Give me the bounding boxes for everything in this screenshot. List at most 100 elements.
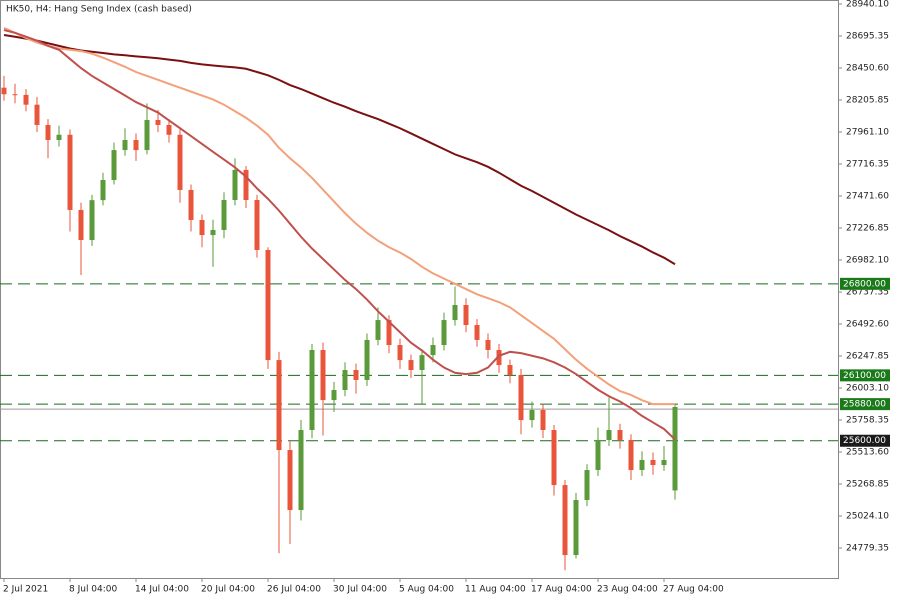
x-tick-label: 14 Jul 04:00 [135,585,189,595]
level-label: 25600.00 [843,436,886,446]
x-tick-label: 8 Jul 04:00 [69,585,118,595]
y-tick-label: 26982.10 [846,256,889,266]
candle-body [166,124,172,135]
candle-body [573,499,579,556]
candle-body [210,229,216,236]
y-tick-label: 27961.10 [846,128,889,138]
candle-body [507,365,513,375]
candle-body [496,349,502,366]
candle-body [364,339,370,380]
candle-body [584,470,590,500]
candle-body [133,140,139,151]
candle-body [1,87,7,95]
candle-body [672,407,678,491]
y-tick-label: 28695.35 [846,32,889,42]
candle-body [320,349,326,401]
moving-average [3,27,675,406]
level-label: 25880.00 [843,400,886,410]
candle-body [474,325,480,340]
candle-body [342,370,348,391]
y-tick-label: 27716.35 [846,160,889,170]
candle-body [386,320,392,346]
candle-body [628,439,634,471]
x-tick-label: 5 Aug 04:00 [399,585,454,595]
candle-body [155,119,161,125]
plot-frame [0,0,839,579]
x-tick-label: 30 Jul 04:00 [333,585,387,595]
candle-body [397,345,403,361]
candle-body [56,134,62,141]
candle-body [661,459,667,466]
y-tick-label: 26003.10 [846,384,889,394]
x-tick-label: 26 Jul 04:00 [267,585,321,595]
chart-title: HK50, H4: Hang Seng Index (cash based) [6,5,192,15]
candle-body [34,104,40,125]
candle-body [331,390,337,401]
y-tick-label: 26247.85 [846,352,889,362]
candle-body [111,150,117,181]
candle-body [419,355,425,371]
candle-body [276,360,282,451]
candle-body [562,485,568,556]
candle-body [100,180,106,201]
candle-body [221,200,227,230]
y-tick-label: 25024.10 [846,512,889,522]
y-tick-label: 27471.60 [846,192,889,202]
moving-average [3,29,676,441]
candle-body [408,360,414,371]
candle-body [67,134,73,210]
candle-body [353,370,359,380]
candle-body [12,94,18,96]
x-tick-label: 11 Aug 04:00 [465,585,526,595]
candle-body [243,169,249,201]
y-tick-label: 26492.60 [846,320,889,330]
candle-body [463,305,469,326]
candle-body [254,200,260,250]
candle-body [606,430,612,440]
candle-body [298,430,304,511]
candle-body [518,374,524,421]
y-tick-label: 25268.85 [846,480,889,490]
candle-body [232,169,238,201]
level-label-box [840,369,890,382]
candle-body [430,345,436,356]
candle-body [309,349,315,431]
level-label-box [840,398,890,411]
candle-body [122,140,128,151]
candle-body [89,200,95,241]
candle-body [45,124,51,141]
candle-body [177,134,183,190]
y-tick-label: 28205.85 [846,96,889,106]
candle-body [265,249,271,361]
level-label: 26100.00 [843,371,886,381]
candle-body [441,320,447,346]
candle-body [639,459,645,471]
x-tick-label: 17 Aug 04:00 [531,585,592,595]
level-label: 26800.00 [843,279,886,289]
y-tick-label: 26737.35 [846,288,889,298]
candle-body [78,209,84,241]
candle-body [188,189,194,221]
candle-body [540,410,546,431]
candle-body [551,430,557,486]
moving-average [3,34,676,266]
candle-body [529,410,535,421]
level-label-box [840,277,890,290]
candle-body [595,439,601,471]
x-tick-label: 27 Aug 04:00 [663,585,724,595]
y-tick-label: 25513.60 [846,448,889,458]
y-tick-label: 28940.10 [846,0,889,10]
level-label-box [840,434,890,447]
y-tick-label: 25758.35 [846,416,889,426]
candle-body [485,339,491,350]
x-tick-label: 23 Aug 04:00 [597,585,658,595]
y-tick-label: 27226.85 [846,224,889,234]
candle-body [650,459,656,466]
candle-body [144,119,150,151]
x-tick-label: 20 Jul 04:00 [201,585,255,595]
x-tick-label: 2 Jul 2021 [3,585,48,595]
candle-body [23,94,29,105]
